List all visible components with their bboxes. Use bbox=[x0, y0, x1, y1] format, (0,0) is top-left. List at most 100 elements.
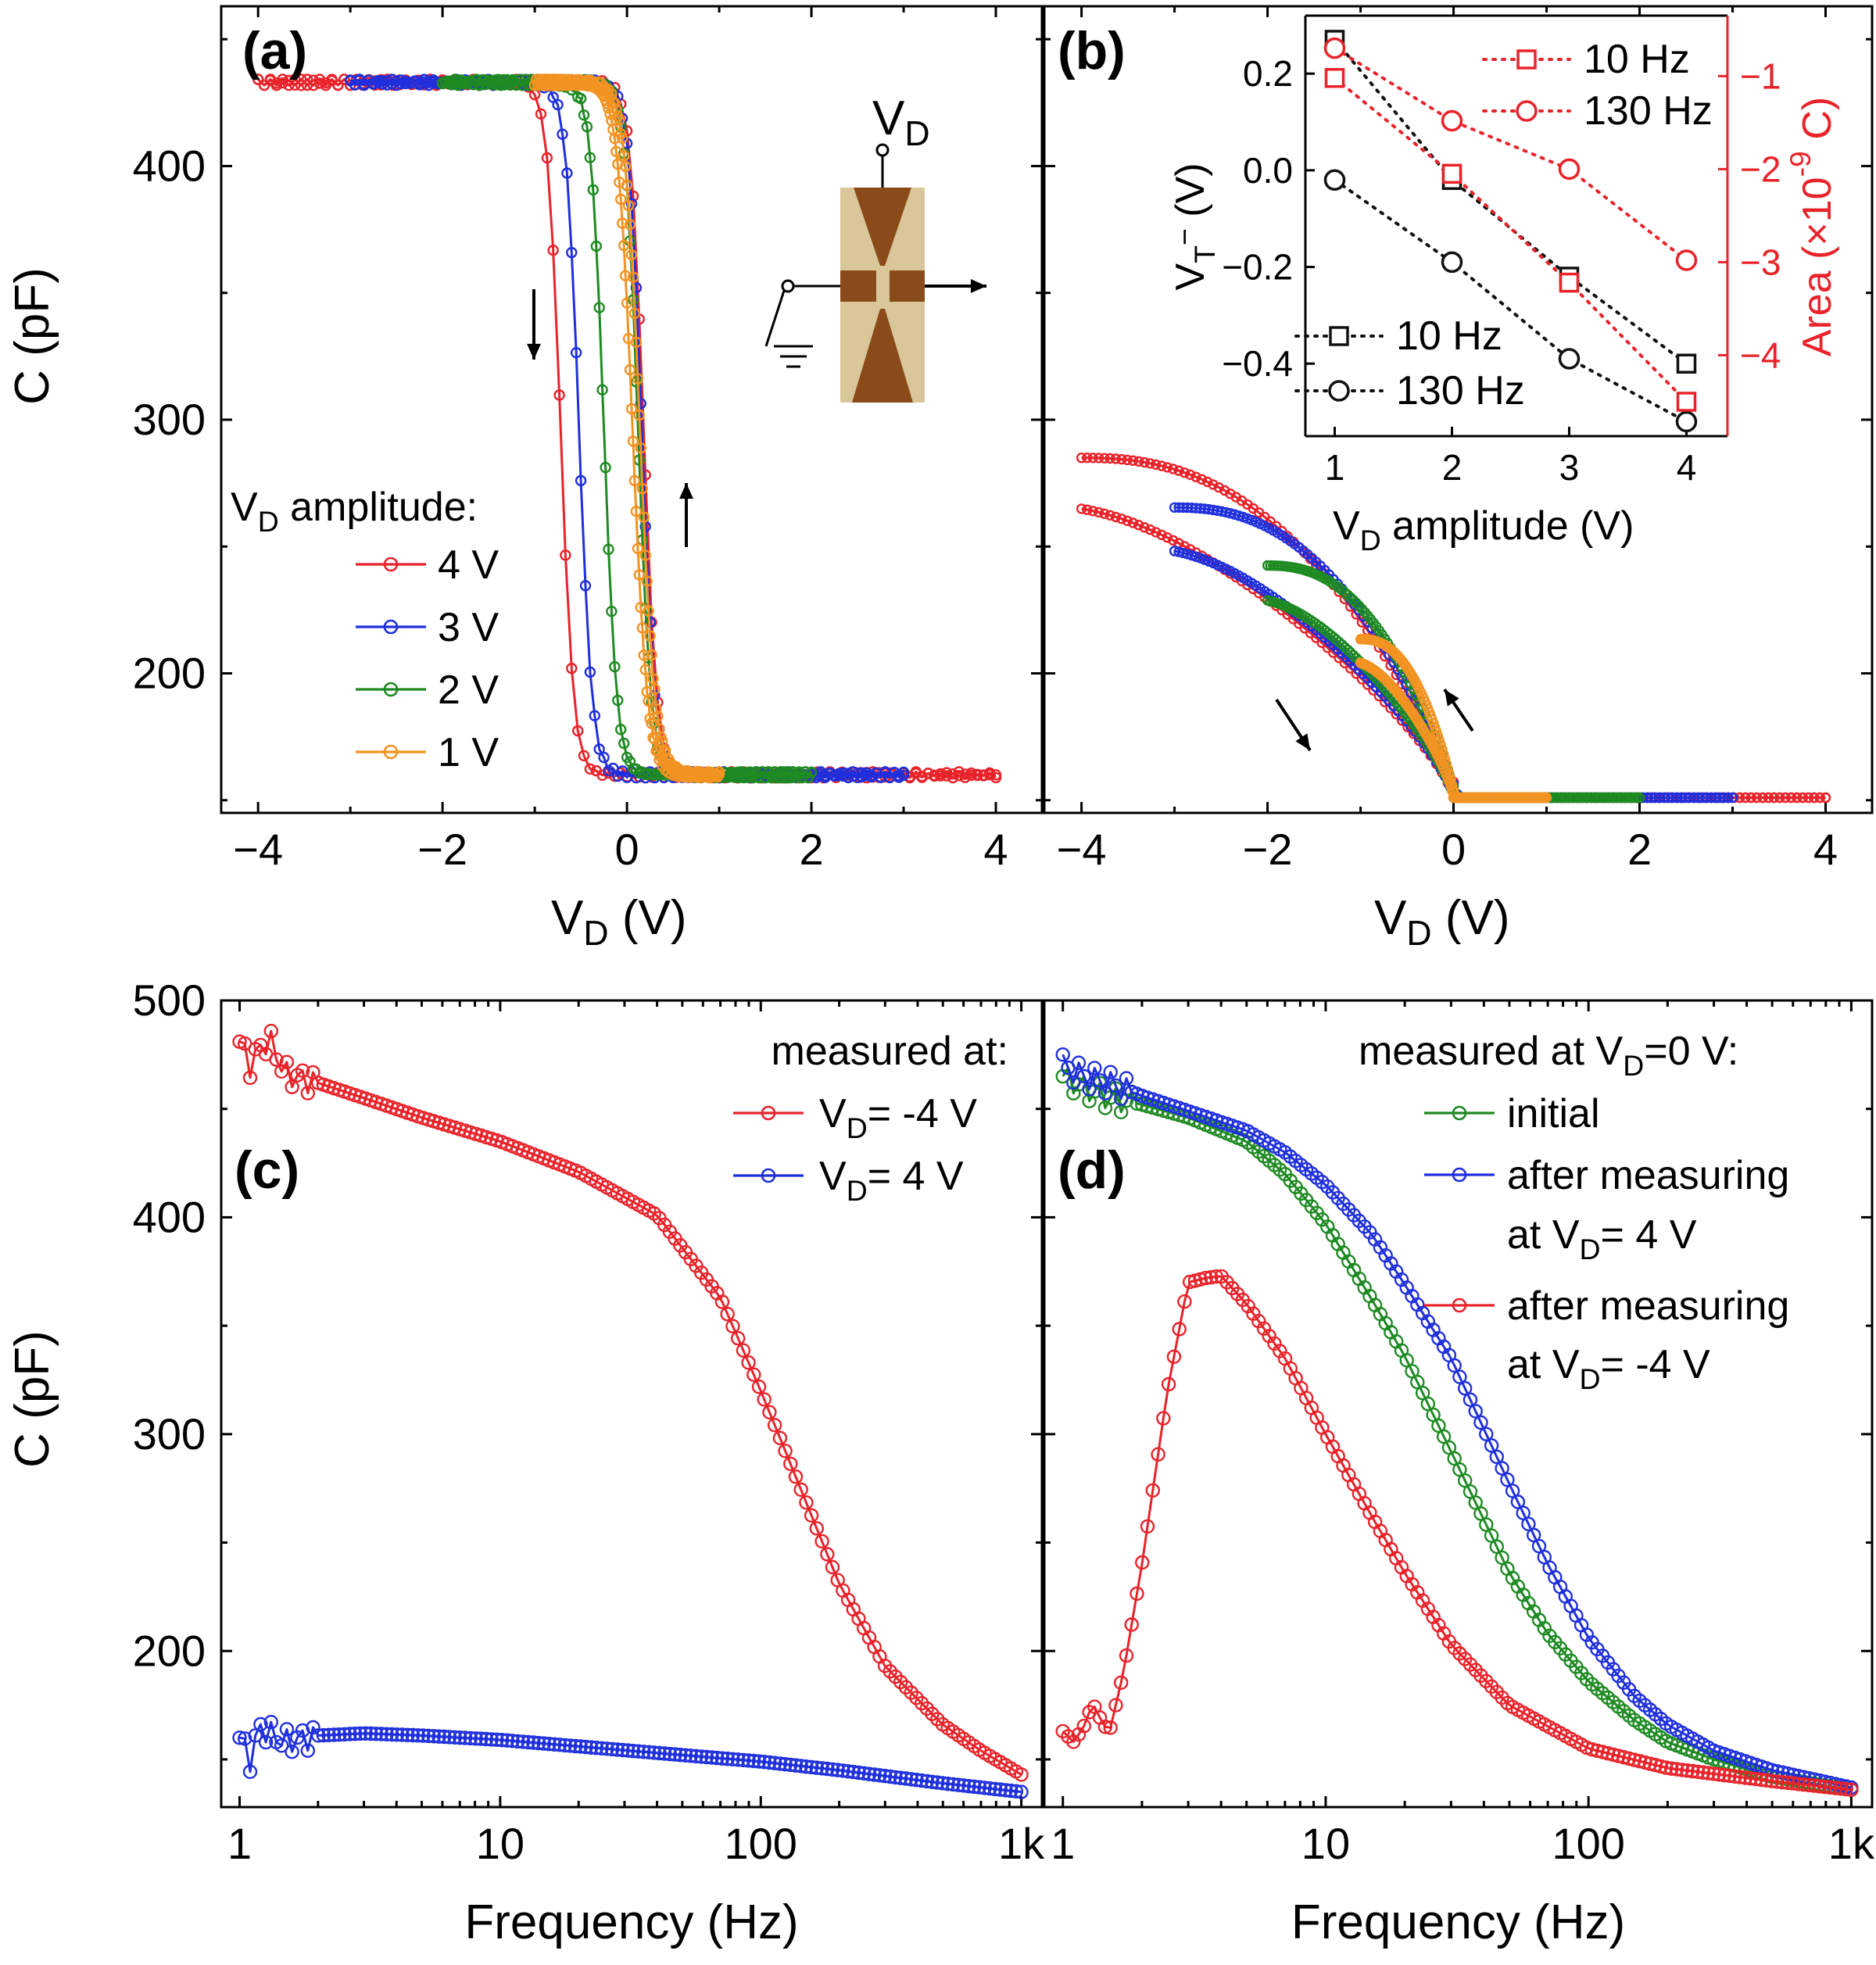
d-series-red-point bbox=[1706, 1766, 1721, 1781]
c-series-blue-point bbox=[368, 1727, 384, 1741]
a-series-4 V-down-point bbox=[578, 750, 590, 761]
a-series-1 V-up-point bbox=[621, 179, 633, 191]
a-series-4 V-up-point bbox=[978, 770, 990, 782]
inset-legend-marker bbox=[1329, 326, 1349, 346]
a-series-1 V-up-point bbox=[614, 114, 625, 126]
d-legend-after-neg-swatch-marker bbox=[1452, 1297, 1467, 1313]
a-series-4 V-up-point bbox=[910, 766, 922, 778]
d-xtick-label: 100 bbox=[1552, 1819, 1624, 1868]
a-ytick-label: 200 bbox=[133, 649, 206, 698]
a-series-2 V-down-point bbox=[621, 751, 633, 764]
d-series-red-point bbox=[1801, 1777, 1817, 1793]
c-series-blue-point bbox=[410, 1728, 425, 1743]
b-series-4-desc-point bbox=[1168, 535, 1179, 546]
d-series-blue-point bbox=[1108, 1078, 1123, 1093]
a-series-4 V-down-point bbox=[313, 73, 325, 85]
d-series-red-point bbox=[1600, 1745, 1616, 1761]
b-series-4-desc-point bbox=[1116, 514, 1127, 524]
c-series-blue-point bbox=[274, 1738, 289, 1753]
b-series-1-asc-markers bbox=[1355, 634, 1552, 804]
a-series-2 V-up-point bbox=[449, 73, 461, 85]
c-series-blue-point bbox=[567, 1738, 583, 1754]
a-series-4 V-up-point bbox=[922, 768, 934, 779]
a-series-2 V-down-point bbox=[615, 724, 627, 736]
c-xtick-label: 100 bbox=[725, 1819, 797, 1868]
a-series-2 V-down-point bbox=[590, 240, 602, 252]
b-series-4-asc-point bbox=[1184, 469, 1196, 480]
c-series-blue-point bbox=[872, 1768, 887, 1783]
c-series-blue-point bbox=[563, 1738, 578, 1753]
b-series-4-asc-point bbox=[1122, 454, 1133, 466]
c-series-red-point bbox=[295, 1063, 310, 1078]
a-series-4 V-up-point bbox=[307, 74, 320, 86]
b-xlabel: VD (V) bbox=[1374, 891, 1509, 953]
c-series-blue-point bbox=[437, 1729, 452, 1745]
a-series-4 V-down-point bbox=[283, 79, 295, 91]
a-series-3 V-down-point bbox=[571, 347, 582, 359]
c-series-blue-point bbox=[956, 1778, 972, 1793]
c-series-red-point bbox=[285, 1079, 299, 1094]
b-series-4-asc-point bbox=[1809, 792, 1820, 804]
d-series-blue-point bbox=[1076, 1068, 1092, 1084]
a-series-1 V-up bbox=[533, 78, 721, 779]
a-series-2 V-down-point bbox=[581, 120, 593, 133]
a-device-drain-terminal bbox=[875, 143, 890, 157]
d-series-red-point bbox=[1627, 1752, 1642, 1767]
a-inset-label-part: D bbox=[904, 115, 929, 153]
a-series-2 V-up-point bbox=[797, 771, 808, 783]
a-legend-title-part: D bbox=[258, 505, 279, 538]
b-series-3-asc-point bbox=[1727, 792, 1738, 804]
c-series-blue-point bbox=[342, 1727, 357, 1741]
a-series-3 V-down-point bbox=[589, 710, 600, 721]
a-series-2 V-up-point bbox=[492, 73, 504, 85]
c-series-blue-point bbox=[295, 1723, 310, 1738]
c-series-blue-point bbox=[929, 1775, 945, 1790]
c-series-red-point bbox=[725, 1319, 740, 1333]
d-series-red-point bbox=[1135, 1555, 1150, 1570]
d-legend-label-line2-part: = -4 V bbox=[1601, 1342, 1710, 1387]
inset-point-circle bbox=[1675, 410, 1698, 433]
b-series-1-asc-point bbox=[1435, 739, 1446, 750]
b-series-4-asc-point bbox=[1356, 617, 1368, 628]
a-series-4 V-down-point bbox=[947, 768, 959, 780]
c-series-blue-point bbox=[385, 1727, 399, 1742]
b-panel-letter: (b) bbox=[1058, 21, 1126, 81]
d-series-red-point bbox=[1722, 1768, 1737, 1784]
b-series-4-desc-point bbox=[1162, 532, 1173, 543]
d-series-red-point bbox=[1685, 1763, 1700, 1779]
a-series-1 V-down-point bbox=[627, 435, 639, 447]
a-series-3 V-up-point bbox=[893, 770, 905, 782]
a-series-1 V-up-point bbox=[646, 649, 657, 661]
a-series-1 V-up-point bbox=[644, 630, 656, 642]
c-series-blue-point bbox=[820, 1761, 835, 1777]
c-series-blue-point bbox=[589, 1740, 604, 1756]
c-series-blue-point bbox=[793, 1759, 808, 1774]
c-series-red-point bbox=[772, 1430, 788, 1446]
a-xtick-label: 2 bbox=[799, 825, 823, 874]
c-legend-label-part: D bbox=[847, 1174, 868, 1207]
a-series-1 V-down-point bbox=[633, 569, 645, 581]
c-series-blue-point bbox=[977, 1781, 992, 1795]
b-series-1-asc-point bbox=[1439, 753, 1451, 764]
c-series-blue-point bbox=[799, 1759, 814, 1774]
d-series-blue-point bbox=[1092, 1073, 1108, 1088]
b-series-4-asc-point bbox=[1093, 453, 1104, 464]
a-series-2 V-up-point bbox=[754, 771, 765, 783]
c-series-blue-point bbox=[720, 1751, 735, 1766]
c-series-blue-point bbox=[285, 1744, 299, 1759]
a-series-3 V-down-point bbox=[593, 743, 605, 755]
a-series-4 V-up-point bbox=[277, 77, 288, 89]
a-series-1 V-up-point bbox=[633, 409, 645, 421]
inset-legend-label: 130 Hz bbox=[1396, 368, 1525, 413]
c-ytick-label: 200 bbox=[133, 1626, 206, 1675]
d-series-red-point bbox=[1648, 1757, 1663, 1773]
a-series-4 V-up-point bbox=[313, 77, 325, 89]
a-series-2 V-up-point bbox=[495, 79, 507, 91]
d-series-red-point bbox=[1076, 1718, 1092, 1734]
a-legend-title-part: V bbox=[231, 485, 258, 530]
c-series-red-point bbox=[279, 1054, 295, 1070]
c-series-blue-point bbox=[814, 1761, 829, 1776]
c-series-blue-point bbox=[751, 1754, 767, 1769]
c-series-blue-point bbox=[861, 1766, 877, 1781]
b-series-2-desc-point bbox=[1339, 642, 1351, 653]
